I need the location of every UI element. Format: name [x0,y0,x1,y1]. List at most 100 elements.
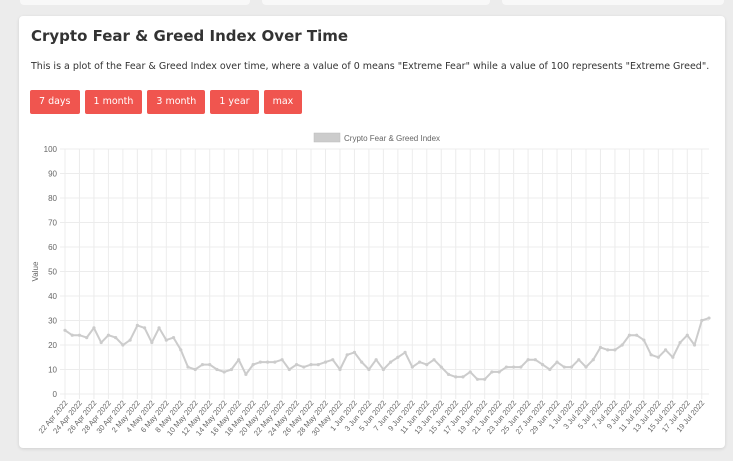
data-point [403,350,407,354]
data-point [179,348,183,352]
data-point [63,328,67,332]
data-point [700,318,704,323]
data-point [678,340,682,345]
data-point [446,372,451,376]
range-7-days-button[interactable]: 7 days [30,90,80,114]
data-point [345,353,349,357]
data-point [208,363,212,367]
y-tick-label: 20 [48,341,57,350]
data-point [548,367,552,372]
y-tick-label: 0 [53,390,58,399]
data-point [598,345,603,350]
data-point [280,358,284,362]
data-point [70,333,74,337]
range-1-month-button[interactable]: 1 month [84,90,143,114]
data-point [323,360,328,364]
legend-swatch [313,132,341,143]
range-max-button[interactable]: max [263,90,303,114]
data-point [237,358,241,362]
data-point [92,326,96,330]
top-strips [0,0,733,8]
range-3-month-button[interactable]: 3 month [147,90,206,114]
data-point [338,367,342,372]
data-point [99,340,103,345]
data-point [251,363,255,367]
data-point [584,365,588,369]
data-point [331,358,335,362]
data-point [417,360,422,364]
data-point [229,367,234,372]
data-point [533,358,537,362]
range-buttons: 7 days 1 month 3 month 1 year max [30,90,307,114]
data-point [410,365,414,369]
data-point [150,340,154,345]
data-point [186,365,190,369]
data-point [77,333,82,337]
data-point [171,336,176,340]
data-point [555,360,559,364]
data-point [381,367,385,372]
data-point [396,355,400,359]
data-point [461,375,465,379]
data-point [606,348,610,352]
page-description: This is a plot of the Fear & Greed Index… [31,61,710,72]
data-point [692,343,697,347]
y-tick-label: 50 [48,268,57,277]
data-point [454,375,458,379]
data-point [627,333,632,337]
data-point [222,370,226,374]
data-point [504,365,508,369]
data-point [266,360,270,364]
data-point [316,363,320,367]
data-point [656,355,660,359]
page-title: Crypto Fear & Greed Index Over Time [31,27,349,45]
series-line [64,317,710,381]
data-point [135,323,139,327]
y-tick-label: 100 [44,145,58,154]
data-point [540,363,545,367]
y-tick-label: 10 [48,366,57,375]
y-tick-label: 70 [48,219,57,228]
data-point [642,338,646,342]
data-point [649,353,653,357]
data-point [663,348,668,352]
data-point [352,350,357,354]
y-tick-label: 30 [48,317,57,326]
data-point [490,370,494,374]
data-point [425,363,429,367]
data-point [685,333,689,337]
y-tick-label: 80 [48,194,57,203]
y-tick-label: 40 [48,292,57,301]
data-point [244,372,248,376]
data-point [85,336,89,340]
data-point [215,367,219,372]
data-point [142,326,147,330]
data-point [483,377,487,381]
data-point [671,355,675,359]
data-point [432,358,436,362]
data-point [114,336,118,340]
range-1-year-button[interactable]: 1 year [210,90,259,114]
data-point [468,370,472,374]
data-point [519,365,523,369]
data-point [577,358,581,362]
data-point [200,363,205,367]
data-point [302,365,306,369]
data-point [157,326,161,330]
data-point [562,365,566,369]
data-point [389,360,393,364]
data-point [367,367,371,372]
data-point [497,370,501,374]
data-point [193,367,197,372]
data-point [569,365,574,369]
data-point [475,377,480,381]
data-point [635,333,639,337]
y-tick-label: 90 [48,170,57,179]
data-point [360,360,364,364]
data-point [591,358,595,362]
data-point [128,338,132,342]
data-point [526,358,530,362]
data-point [512,365,516,369]
data-point [164,338,168,342]
